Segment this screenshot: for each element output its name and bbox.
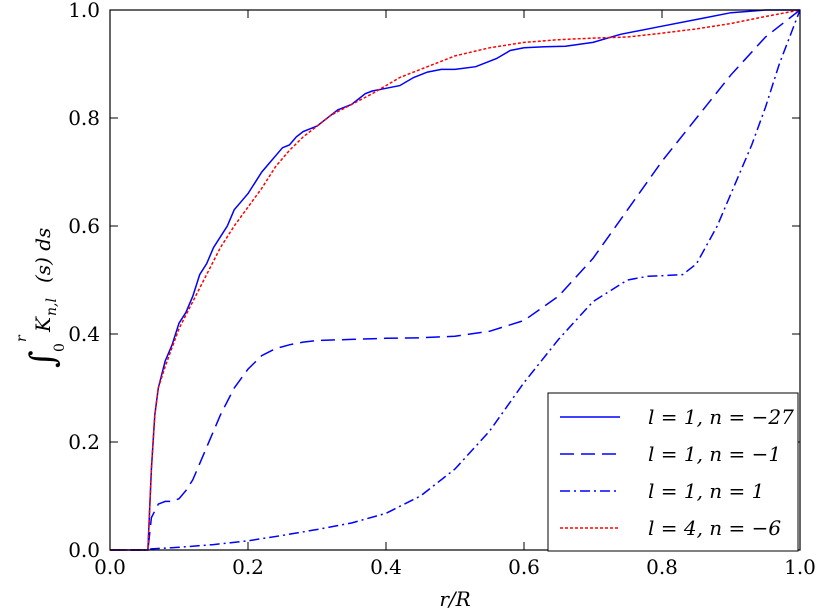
plot-frame	[109, 9, 801, 551]
x-tick-label: 0.0	[94, 555, 126, 579]
legend-box	[547, 392, 799, 552]
y-tick-label: 0.4	[68, 322, 100, 346]
legend-label: l = 1, n = −1	[648, 442, 781, 466]
legend-label: l = 1, n = −27	[648, 405, 794, 429]
y-axis-label: ∫ 0 r K n,l (s) ds	[14, 228, 68, 368]
x-tick-label: 1.0	[784, 555, 816, 579]
y-tick-label: 0.0	[68, 538, 100, 562]
y-label-lower: 0	[52, 343, 68, 352]
y-tick-label: 0.8	[68, 106, 100, 130]
y-label-kernel: K	[31, 316, 55, 333]
x-tick-label: 0.2	[232, 555, 264, 579]
series-line-3	[110, 9, 801, 551]
x-tick-label: 0.4	[370, 555, 402, 579]
y-tick-label: 0.6	[68, 214, 100, 238]
y-label-upper: r	[14, 334, 30, 342]
x-axis-label: r/R	[439, 587, 470, 611]
axis-ticks: 0.0 0.2 0.4 0.6 0.8 1.0 0.0 0.2 0.4 0.6 0.8 1.0	[68, 0, 816, 579]
legend-label: l = 1, n = 1	[648, 479, 764, 503]
plot-lines	[110, 9, 801, 551]
legend: l = 1, n = −27 l = 1, n = −1 l = 1, n = 1 l…	[547, 392, 799, 552]
x-tick-label: 0.8	[646, 555, 678, 579]
y-label-kernel-sub: n,l	[44, 298, 60, 316]
series-line-4	[110, 9, 801, 551]
legend-label: l = 4, n = −6	[648, 516, 781, 540]
y-tick-label: 0.2	[68, 430, 100, 454]
series-line-2	[110, 9, 801, 551]
y-tick-label: 1.0	[68, 0, 100, 22]
x-tick-label: 0.6	[508, 555, 540, 579]
y-label-arg: (s) ds	[31, 228, 55, 283]
y-label-integral: ∫	[23, 350, 63, 368]
